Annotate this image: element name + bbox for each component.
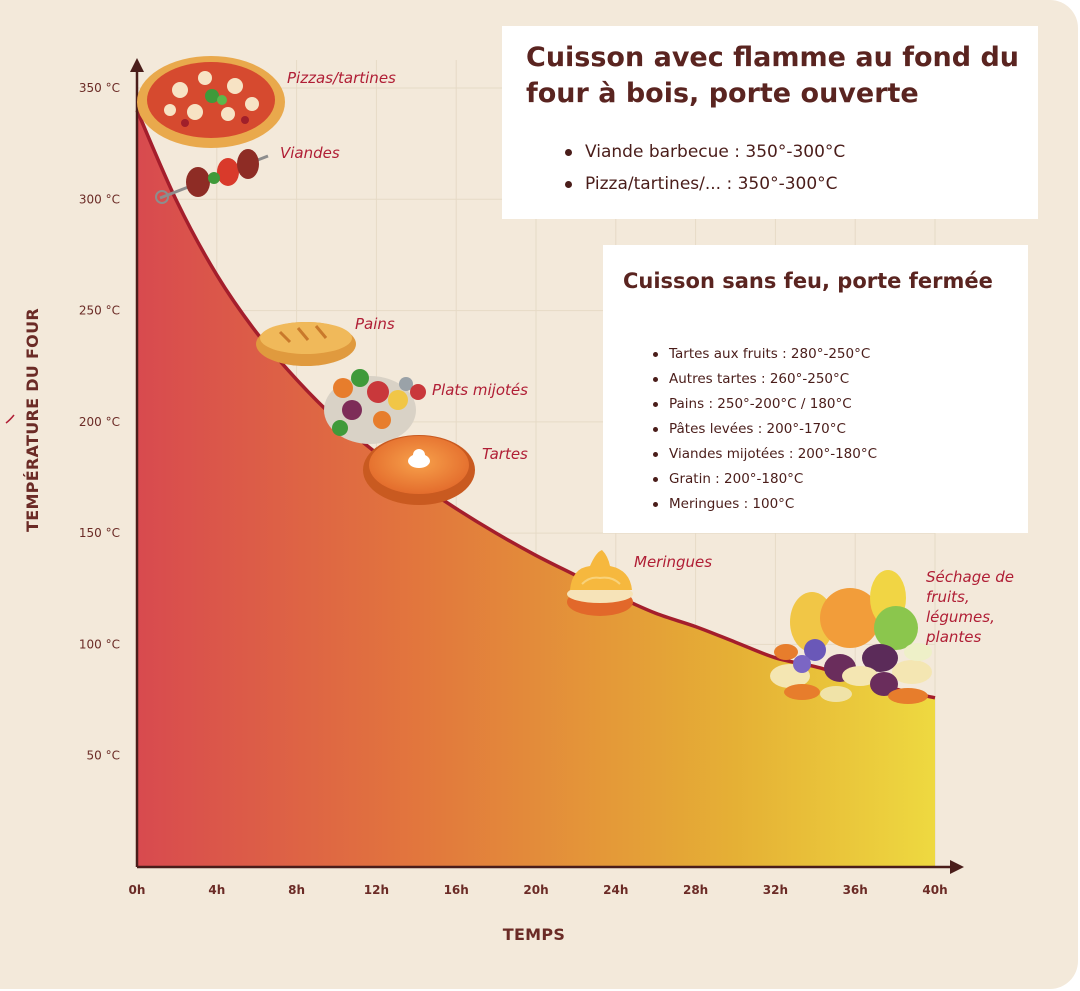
annotation-label: Tartes — [482, 445, 528, 463]
x-tick-label: 4h — [208, 883, 225, 897]
meringue-icon — [567, 550, 633, 616]
y-tick-label: 100 °C — [79, 637, 120, 651]
annotation-label: Pains — [355, 315, 395, 333]
y-tick-label: 150 °C — [79, 526, 120, 540]
pizza-icon — [137, 56, 285, 148]
x-axis-title: TEMPS — [503, 925, 566, 944]
food-labels: Pizzas/tartines Viandes Pains Plats mijotés… — [280, 69, 1014, 646]
annotation-label: Meringues — [634, 553, 712, 571]
annotation-label: Séchage de fruits, légumes, plantes — [925, 568, 1014, 646]
x-tick-label: 20h — [523, 883, 548, 897]
list-item: Gratin : 200°-180°C — [653, 467, 877, 492]
annotation-label: Viandes — [280, 144, 340, 162]
x-axis-arrow-icon — [950, 860, 964, 874]
no-fire-list: Tartes aux fruits : 280°-250°C Autres ta… — [653, 342, 877, 517]
x-tick-label: 16h — [444, 883, 469, 897]
x-tick-label: 0h — [129, 883, 146, 897]
annotation-label: Pizzas/tartines — [287, 69, 396, 87]
no-fire-title: Cuisson sans feu, porte fermée — [623, 269, 993, 293]
annotation-label: Plats mijotés — [432, 381, 528, 399]
x-tick-label: 28h — [683, 883, 708, 897]
list-item: Viande barbecue : 350°-300°C — [565, 136, 845, 168]
pie-icon — [363, 435, 475, 505]
y-tick-label: 50 °C — [87, 749, 120, 763]
list-item: Autres tartes : 260°-250°C — [653, 367, 877, 392]
x-tick-label: 8h — [288, 883, 305, 897]
bread-icon — [256, 322, 356, 366]
hand-mark-icon — [5, 414, 15, 424]
open-fire-title: Cuisson avec flamme au fond du four à bo… — [526, 42, 1019, 109]
skewer-icon — [155, 149, 269, 204]
list-item: Pâtes levées : 200°-170°C — [653, 417, 877, 442]
fruits-icon — [770, 570, 932, 704]
no-fire-box: Cuisson sans feu, porte fermée Tartes au… — [603, 245, 1028, 533]
x-tick-label: 36h — [843, 883, 868, 897]
x-tick-label: 12h — [364, 883, 389, 897]
list-item: Tartes aux fruits : 280°-250°C — [653, 342, 877, 367]
axes — [130, 58, 964, 874]
y-axis-title: TEMPÉRATURE DU FOUR — [23, 308, 42, 532]
y-tick-labels: 50 °C 100 °C 150 °C 200 °C 250 °C 300 °C 350 °… — [79, 81, 120, 763]
y-tick-label: 350 °C — [79, 81, 120, 95]
list-item: Meringues : 100°C — [653, 492, 877, 517]
x-tick-label: 32h — [763, 883, 788, 897]
open-fire-box: Cuisson avec flamme au fond du four à bo… — [502, 26, 1038, 219]
y-tick-label: 250 °C — [79, 304, 120, 318]
y-tick-label: 200 °C — [79, 415, 120, 429]
list-item: Viandes mijotées : 200°-180°C — [653, 442, 877, 467]
y-axis-arrow-icon — [130, 58, 144, 72]
open-fire-list: Viande barbecue : 350°-300°C Pizza/tarti… — [565, 136, 845, 200]
list-item: Pizza/tartines/... : 350°-300°C — [565, 168, 845, 200]
y-tick-label: 300 °C — [79, 192, 120, 206]
x-tick-labels: 0h 4h 8h 12h 16h 20h 24h 28h 32h 36h 40h — [129, 883, 948, 897]
list-item: Pains : 250°-200°C / 180°C — [653, 392, 877, 417]
temperature-area — [137, 110, 935, 867]
x-tick-label: 24h — [603, 883, 628, 897]
stew-icon — [324, 369, 426, 444]
x-tick-label: 40h — [922, 883, 947, 897]
